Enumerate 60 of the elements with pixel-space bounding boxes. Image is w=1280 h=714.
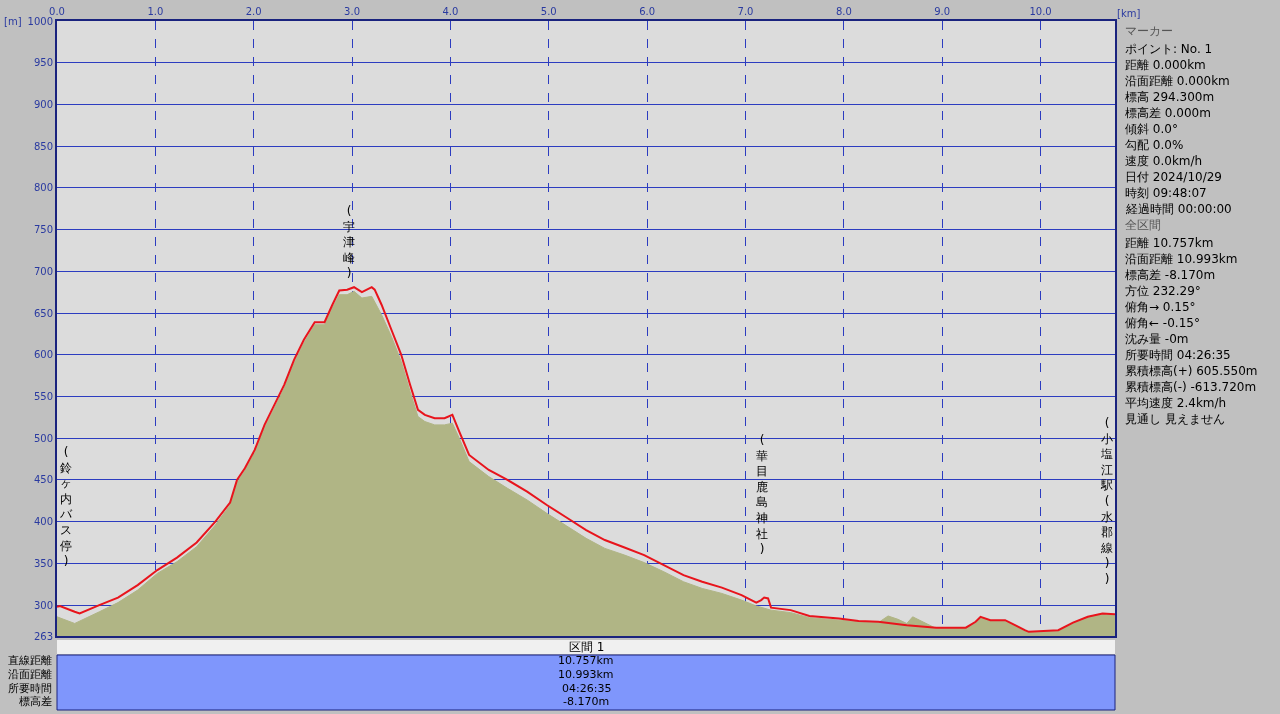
text: 経過時間 00:00:00 [1125,202,1232,216]
x-axis-title: [km] [1117,8,1141,19]
x-tick-label: 9.0 [934,6,951,17]
x-tick-label: 3.0 [344,6,361,17]
x-tick-label: 5.0 [540,6,557,17]
y-tick-label: 800 [33,182,53,194]
text: 標高 294.300m [1125,90,1215,104]
text: 見通し 見えません [1125,412,1225,426]
y-tick-label: 950 [33,57,53,69]
text: 沈み量 -0m [1125,332,1189,346]
y-tick-label: 500 [33,432,53,444]
x-tick-label: 10.0 [1029,6,1052,17]
y-tick-label: 1000 [27,15,53,27]
text: 所要時間 04:26:35 [1125,348,1231,362]
text: 標高差 -8.170m [1125,268,1216,282]
y-tick-label: 300 [33,599,53,611]
text: 沿面距離 10.993km [1125,252,1238,266]
text: 全区間 [1125,218,1161,232]
x-tick-label: 4.0 [442,6,459,17]
text: 沿面距離 10.993km [8,668,614,681]
text: 俯角← -0.15° [1125,316,1200,330]
text: 俯角→ 0.15° [1125,300,1196,314]
text: 標高差 -8.170m [19,695,610,708]
y-tick-label: 750 [33,224,53,236]
y-tick-label: 900 [33,98,53,110]
y-tick-label: 450 [33,474,53,486]
text: 時刻 09:48:07 [1125,186,1207,200]
x-tick-label: 1.0 [147,6,164,17]
text: 傾斜 0.0° [1125,122,1178,136]
annotation: (鈴ヶ内バス停) [59,445,73,569]
text: 標高差 0.000m [1125,106,1211,120]
y-tick-label: 600 [33,349,53,361]
text: 距離 10.757km [1125,236,1214,250]
text: ポイント: No. 1 [1125,42,1213,56]
text: 日付 2024/10/29 [1125,170,1222,184]
y-tick-label: 400 [33,516,53,528]
y-tick-label: 550 [33,391,53,403]
text: マーカー [1125,24,1173,38]
text: 勾配 0.0% [1125,138,1184,152]
text: 直線距離 10.757km [8,654,614,667]
text: 所要時間 04:26:35 [8,682,612,695]
text: 沿面距離 0.000km [1125,74,1230,88]
y-axis-title: [m] [4,16,22,27]
y-tick-label: 650 [33,307,53,319]
y-tick-label: 263 [33,630,53,642]
text: 速度 0.0km/h [1125,154,1203,168]
text: 累積標高(-) -613.720m [1125,380,1257,394]
x-tick-label: 8.0 [835,6,852,17]
y-tick-label: 850 [33,140,53,152]
text: 区間 1 [569,640,605,654]
y-tick-label: 700 [33,265,53,277]
x-tick-label: 7.0 [737,6,754,17]
x-tick-label: 2.0 [245,6,262,17]
text: 平均速度 2.4km/h [1125,396,1227,410]
y-tick-label: 350 [33,557,53,569]
text: 累積標高(+) 605.550m [1125,364,1258,378]
text: 距離 0.000km [1125,58,1206,72]
x-tick-label: 6.0 [639,6,656,17]
text: 方位 232.29° [1125,284,1201,298]
x-tick-label: 0.0 [49,6,65,17]
